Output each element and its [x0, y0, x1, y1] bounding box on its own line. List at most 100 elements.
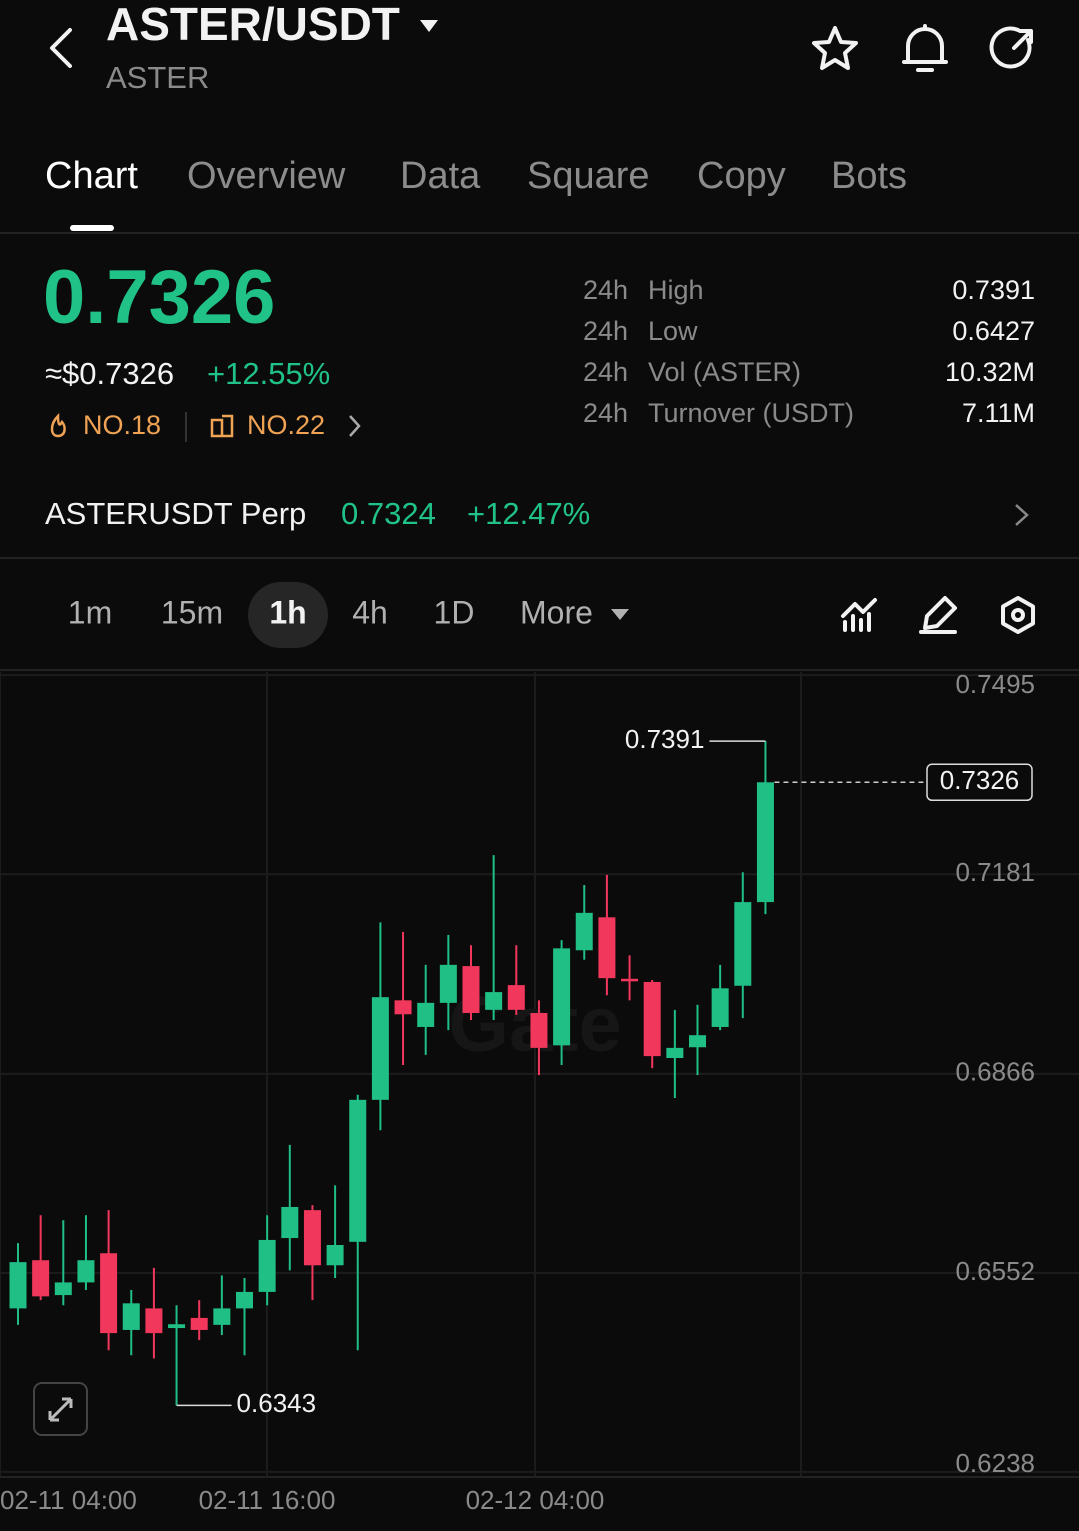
x-tick-label: 02-12 04:00	[466, 1485, 605, 1515]
y-tick-label: 0.7181	[955, 857, 1035, 887]
y-tick-label: 0.6552	[955, 1256, 1035, 1286]
low-marker-label: 0.6343	[237, 1388, 317, 1418]
perp-price: 0.7324	[341, 496, 436, 531]
candle-body	[439, 964, 457, 1003]
candle-body	[756, 782, 774, 903]
candle-body	[54, 1282, 72, 1296]
stat-value: 0.7391	[952, 275, 1035, 305]
interval[interactable]: 1h	[269, 594, 306, 630]
tab[interactable]: Copy	[697, 155, 786, 197]
settings-icon[interactable]	[1001, 596, 1035, 634]
candle-body	[530, 1013, 548, 1048]
pair-dropdown[interactable]	[420, 20, 438, 32]
tab[interactable]: Square	[527, 155, 650, 197]
y-tick-label: 0.6238	[955, 1448, 1035, 1478]
alert-icon[interactable]	[902, 24, 948, 72]
candle-body	[711, 988, 729, 1027]
rank-icon	[210, 414, 234, 438]
tab-indicator	[70, 225, 114, 231]
stat-label: High	[648, 275, 704, 305]
more-dropdown[interactable]	[611, 609, 629, 620]
candle-body	[643, 981, 661, 1057]
candle-body	[394, 1000, 412, 1015]
interval[interactable]: 4h	[352, 594, 388, 630]
perp-name[interactable]: ASTERUSDT Perp	[45, 496, 306, 531]
pair-subtitle: ASTER	[106, 60, 209, 95]
stats: 24h High 0.7391 24h Low 0.6427 24h Vol (ASTER) 1…	[583, 275, 1035, 428]
candle-body	[485, 992, 503, 1010]
last-price: 0.7326	[43, 255, 275, 340]
interval[interactable]: 15m	[161, 594, 223, 630]
interval[interactable]: 1m	[68, 594, 112, 630]
candle-body	[666, 1047, 684, 1059]
tab[interactable]: Data	[400, 155, 481, 197]
candle-body	[621, 978, 639, 982]
interval-selected-bg	[248, 582, 328, 648]
back-button[interactable]	[50, 28, 72, 68]
candle-body	[575, 912, 593, 951]
last-price-label: 0.7326	[940, 765, 1020, 795]
tab[interactable]: Bots	[831, 155, 907, 197]
share-icon[interactable]	[989, 26, 1033, 69]
stat-period: 24h	[583, 398, 628, 428]
usd-price: ≈$0.7326	[45, 356, 174, 391]
candle-body	[190, 1317, 208, 1330]
candle-body	[417, 1002, 435, 1027]
category-rank[interactable]: NO.22	[247, 410, 325, 440]
last-price-box	[926, 763, 1033, 802]
x-tick-label: 02-11 04:00	[0, 1485, 137, 1515]
perp-chevron[interactable]	[1015, 504, 1029, 526]
candle-body	[598, 917, 616, 979]
hot-icon	[50, 412, 66, 438]
candle-body	[236, 1291, 253, 1309]
tab[interactable]: Chart	[45, 155, 138, 197]
draw-icon[interactable]	[919, 596, 957, 634]
interval[interactable]: More	[520, 594, 593, 630]
chevron[interactable]	[349, 415, 361, 437]
stat-label: Turnover (USDT)	[648, 398, 854, 428]
stat-period: 24h	[583, 275, 628, 305]
perp-change: +12.47%	[467, 496, 590, 531]
stat-value: 0.6427	[952, 316, 1035, 346]
candlestick-chart[interactable]: Gate0.74950.71810.68660.65520.623802-11 …	[0, 669, 1079, 1515]
hot-rank[interactable]: NO.18	[83, 410, 161, 440]
candle-body	[371, 997, 389, 1100]
candle-body	[507, 985, 525, 1010]
stat-label: Low	[648, 316, 698, 346]
stat-label: Vol (ASTER)	[648, 357, 801, 387]
x-tick-label: 02-11 16:00	[199, 1485, 336, 1515]
candle-body	[349, 1099, 367, 1242]
candle-body	[145, 1308, 163, 1334]
pair-title[interactable]: ASTER/USDT	[106, 0, 400, 50]
candle-body	[100, 1253, 118, 1334]
candle-body	[303, 1210, 321, 1266]
candle-body	[77, 1260, 95, 1283]
candle-body	[326, 1245, 344, 1266]
candle-body	[281, 1206, 299, 1239]
high-marker-label: 0.7391	[625, 724, 705, 754]
y-tick-label: 0.6866	[955, 1057, 1035, 1087]
y-tick-label: 0.7495	[955, 669, 1035, 699]
stat-value: 10.32M	[945, 357, 1035, 387]
interval[interactable]: 1D	[434, 594, 475, 630]
tab[interactable]: Overview	[187, 155, 346, 197]
fullscreen-icon	[48, 1397, 73, 1422]
candle-body	[213, 1308, 231, 1325]
indicator-icon[interactable]	[841, 598, 877, 632]
candle-body	[122, 1303, 140, 1330]
candle-body	[168, 1324, 186, 1329]
candle-body	[462, 966, 480, 1014]
stat-value: 7.11M	[962, 398, 1035, 428]
candle-body	[32, 1260, 50, 1297]
candle-body	[553, 948, 571, 1046]
candle-body	[9, 1262, 27, 1309]
stat-period: 24h	[583, 316, 628, 346]
candle-body	[689, 1035, 706, 1048]
favorite-icon[interactable]	[812, 26, 858, 70]
candle-body	[734, 902, 752, 986]
candle-body	[258, 1239, 276, 1292]
price-change: +12.55%	[207, 356, 330, 391]
